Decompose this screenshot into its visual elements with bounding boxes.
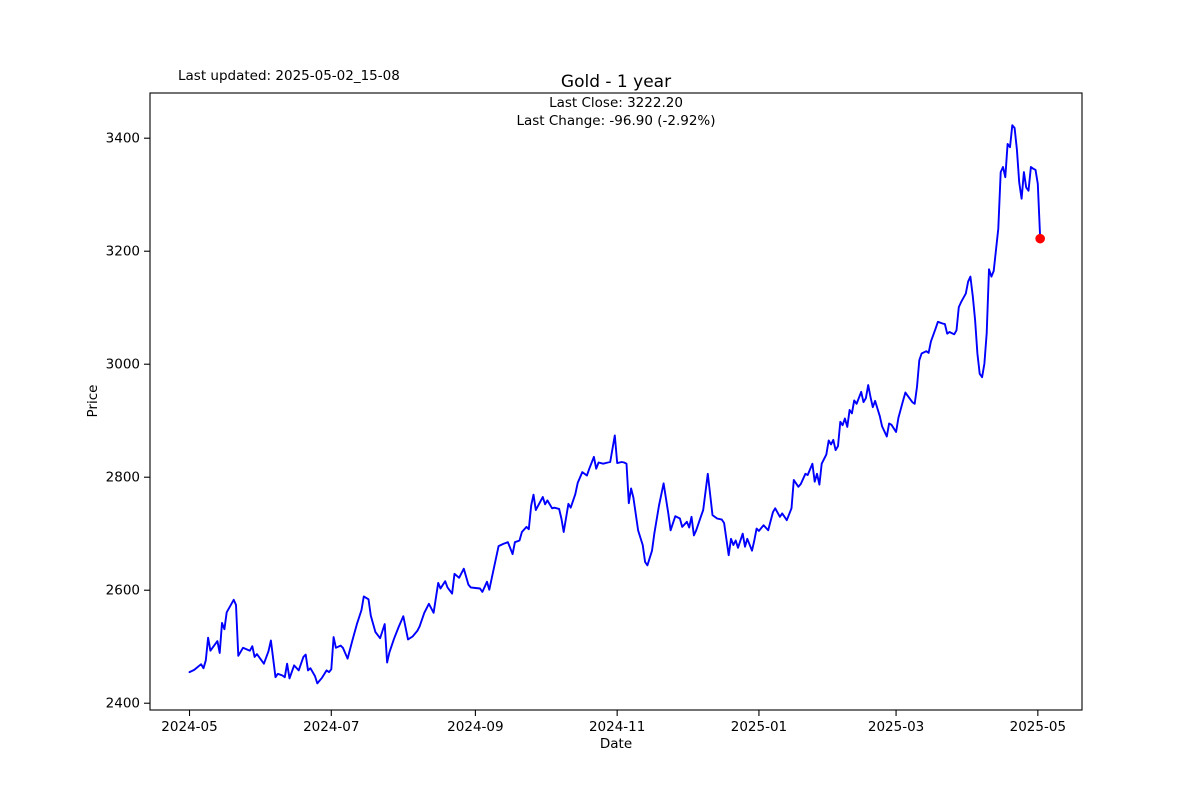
y-axis-label: Price (85, 385, 101, 418)
last-change-annotation: Last Change: -96.90 (-2.92%) (516, 113, 715, 129)
x-tick-label: 2024-05 (161, 719, 217, 735)
y-tick-label: 3200 (106, 244, 140, 260)
last-updated-text: Last updated: 2025-05-02_15-08 (178, 68, 400, 84)
x-tick-label: 2024-07 (303, 719, 359, 735)
chart-title: Gold - 1 year (561, 72, 671, 92)
price-line-series (188, 124, 1045, 685)
price-line (188, 124, 1042, 685)
x-tick-label: 2025-01 (731, 719, 787, 735)
y-tick-label: 2400 (106, 696, 140, 712)
x-tick-label: 2025-05 (1010, 719, 1066, 735)
axes-spines (149, 92, 1083, 711)
axis-ticks: 2400 2600 2800 3000 3200 3400 2024-05 2024-07 20… (106, 131, 1066, 735)
x-tick-label: 2024-09 (447, 719, 503, 735)
y-tick-label: 2800 (106, 470, 140, 486)
y-tick-label: 2600 (106, 583, 140, 599)
x-tick-label: 2025-03 (868, 719, 924, 735)
x-axis-label: Date (600, 736, 632, 752)
x-tick-label: 2024-11 (589, 719, 645, 735)
y-tick-label: 3400 (106, 131, 140, 147)
last-close-marker (1035, 233, 1045, 244)
y-tick-label: 3000 (106, 357, 140, 373)
last-close-annotation: Last Close: 3222.20 (549, 95, 683, 111)
